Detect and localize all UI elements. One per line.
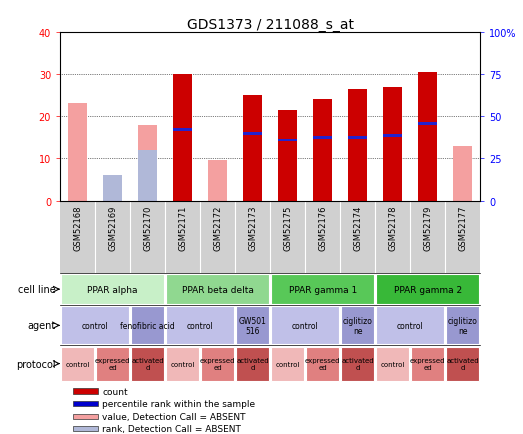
Bar	[68, 104, 87, 201]
Bar	[208, 161, 228, 201]
Bar	[446, 307, 480, 345]
Bar	[173, 128, 192, 132]
Text: activated
d: activated d	[446, 357, 479, 370]
Text: count: count	[102, 387, 128, 396]
Bar	[376, 347, 410, 381]
Text: control: control	[380, 361, 405, 367]
Bar	[131, 307, 164, 345]
Bar	[73, 414, 98, 419]
Text: GSM52168: GSM52168	[73, 205, 82, 250]
Bar	[271, 307, 339, 345]
Text: rank, Detection Call = ABSENT: rank, Detection Call = ABSENT	[102, 424, 241, 433]
Text: PPAR alpha: PPAR alpha	[87, 285, 138, 294]
Bar	[103, 176, 122, 201]
Bar	[236, 307, 269, 345]
Text: GSM52178: GSM52178	[388, 205, 397, 250]
Text: GSM52175: GSM52175	[283, 205, 292, 250]
Text: control: control	[276, 361, 300, 367]
Text: fenofibric acid: fenofibric acid	[120, 321, 175, 330]
Bar	[73, 388, 98, 394]
Text: GSM52169: GSM52169	[108, 205, 117, 250]
Text: control: control	[82, 321, 108, 330]
Text: activated
d: activated d	[236, 357, 269, 370]
Bar	[73, 401, 98, 406]
Bar	[131, 347, 164, 381]
Bar	[138, 125, 157, 201]
Bar	[243, 133, 262, 136]
Text: expressed
ed: expressed ed	[200, 357, 235, 370]
Text: control: control	[187, 321, 213, 330]
Bar	[278, 139, 297, 142]
Text: control: control	[397, 321, 424, 330]
Bar	[173, 75, 192, 201]
Bar	[166, 307, 234, 345]
Bar	[376, 307, 445, 345]
Text: expressed
ed: expressed ed	[305, 357, 340, 370]
Text: GSM52177: GSM52177	[458, 205, 467, 250]
Text: GSM52173: GSM52173	[248, 205, 257, 250]
Bar	[271, 347, 304, 381]
Text: GW501
516: GW501 516	[238, 316, 267, 335]
Text: GSM52174: GSM52174	[353, 205, 362, 250]
Text: PPAR gamma 1: PPAR gamma 1	[289, 285, 357, 294]
Text: activated
d: activated d	[342, 357, 374, 370]
Bar	[166, 347, 199, 381]
Text: PPAR gamma 2: PPAR gamma 2	[393, 285, 462, 294]
Bar	[411, 347, 445, 381]
Text: value, Detection Call = ABSENT: value, Detection Call = ABSENT	[102, 412, 246, 421]
Text: agent: agent	[28, 321, 56, 331]
Bar	[418, 72, 437, 201]
Text: PPAR beta delta: PPAR beta delta	[181, 285, 254, 294]
Bar	[271, 274, 374, 305]
Bar	[61, 274, 164, 305]
Text: GSM52176: GSM52176	[318, 205, 327, 250]
Bar	[313, 137, 332, 140]
Bar	[61, 307, 129, 345]
Bar	[341, 307, 374, 345]
Bar	[201, 347, 234, 381]
Text: GSM52171: GSM52171	[178, 205, 187, 250]
Bar	[376, 274, 480, 305]
Text: percentile rank within the sample: percentile rank within the sample	[102, 399, 255, 408]
Text: activated
d: activated d	[131, 357, 164, 370]
Text: ciglitizo
ne: ciglitizo ne	[343, 316, 372, 335]
Text: control: control	[292, 321, 319, 330]
Bar	[418, 122, 437, 125]
Bar	[383, 135, 402, 138]
Bar	[61, 347, 95, 381]
Text: expressed
ed: expressed ed	[95, 357, 130, 370]
Text: GSM52172: GSM52172	[213, 205, 222, 250]
Text: protocol: protocol	[16, 359, 56, 369]
Bar	[103, 193, 122, 201]
Bar	[313, 100, 332, 201]
Bar	[348, 89, 367, 201]
Title: GDS1373 / 211088_s_at: GDS1373 / 211088_s_at	[187, 17, 354, 32]
Bar	[453, 146, 472, 201]
Text: expressed
ed: expressed ed	[410, 357, 446, 370]
Bar	[96, 347, 129, 381]
Bar	[341, 347, 374, 381]
Bar	[236, 347, 269, 381]
Bar	[306, 347, 339, 381]
Text: control: control	[170, 361, 195, 367]
Bar	[446, 347, 480, 381]
Text: cell line: cell line	[18, 285, 56, 294]
Text: control: control	[65, 361, 90, 367]
Bar	[348, 137, 367, 140]
Text: ciglitizo
ne: ciglitizo ne	[448, 316, 477, 335]
Bar	[243, 96, 262, 201]
Text: GSM52179: GSM52179	[423, 205, 432, 250]
Bar	[73, 426, 98, 431]
Bar	[383, 87, 402, 201]
Bar	[278, 111, 297, 201]
Bar	[138, 151, 157, 201]
Bar	[166, 274, 269, 305]
Text: GSM52170: GSM52170	[143, 205, 152, 250]
